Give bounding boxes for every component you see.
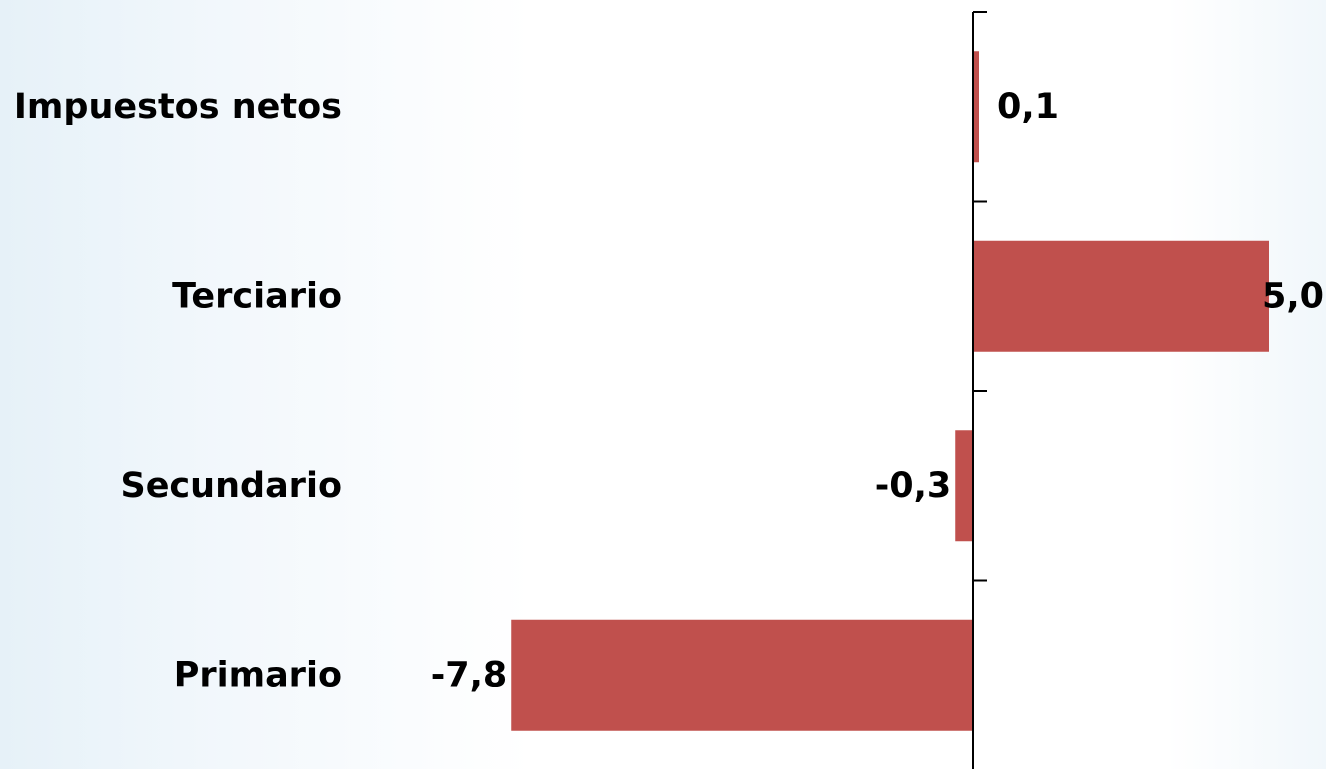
category-label: Primario — [174, 655, 342, 695]
data-label: 5,0 — [1262, 276, 1324, 316]
data-label: -7,8 — [431, 655, 508, 695]
bar — [511, 619, 973, 731]
data-label: -0,3 — [875, 466, 952, 506]
data-label: 0,1 — [997, 87, 1059, 127]
bar — [955, 430, 973, 542]
category-label: Impuestos netos — [14, 87, 342, 127]
category-label: Secundario — [120, 466, 342, 506]
category-label: Terciario — [172, 276, 342, 316]
bar — [973, 51, 979, 163]
bar — [973, 240, 1269, 352]
